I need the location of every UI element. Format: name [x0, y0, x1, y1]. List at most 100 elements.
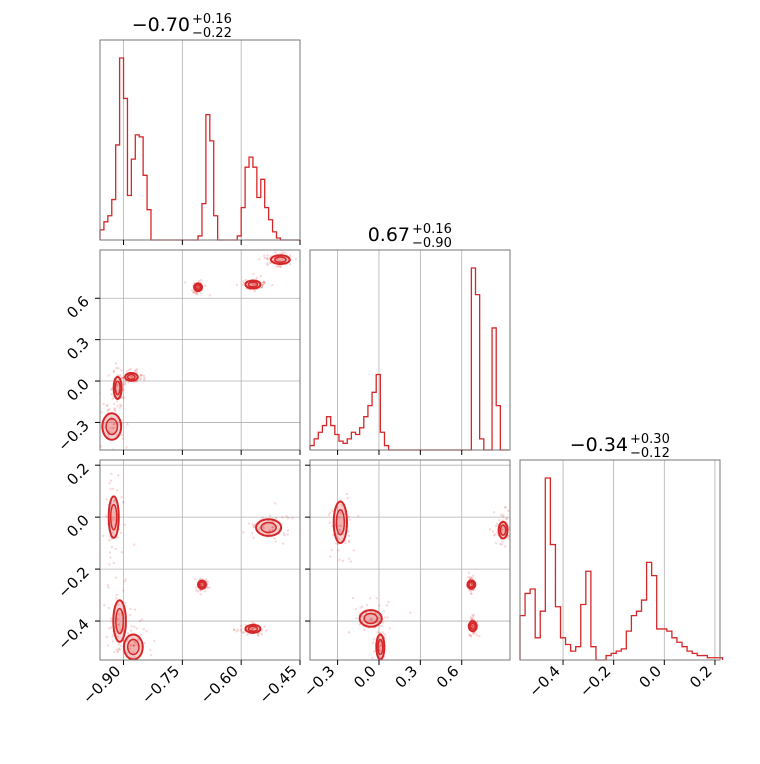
scatter-point: [127, 381, 130, 384]
scatter-point: [251, 621, 254, 624]
contour-inner: [335, 509, 346, 536]
scatter-point: [354, 607, 358, 611]
scatter-point: [206, 586, 209, 589]
scatter-point: [492, 511, 496, 514]
scatter-point: [379, 644, 382, 648]
scatter-point: [107, 408, 110, 412]
scatter-point: [263, 282, 266, 285]
scatter-point: [241, 283, 245, 286]
scatter-point: [129, 629, 133, 632]
scatter-point: [260, 629, 264, 632]
scatter-point: [131, 375, 135, 378]
scatter-point: [344, 541, 347, 545]
cluster: [103, 578, 141, 654]
scatter-point: [123, 523, 126, 526]
scatter-point: [193, 577, 197, 581]
histogram-step: [309, 267, 509, 451]
scatter-point: [154, 662, 156, 664]
scatter-point: [116, 536, 119, 539]
scatter-point: [252, 626, 255, 630]
scatter-point: [347, 631, 351, 634]
scatter-point: [500, 528, 504, 532]
scatter-point: [491, 530, 495, 533]
scatter-point: [289, 263, 292, 266]
scatter-point: [118, 648, 122, 651]
scatter-point: [338, 524, 341, 528]
scatter-point: [282, 532, 286, 535]
scatter-point: [196, 293, 199, 296]
scatter-point: [134, 641, 137, 644]
scatter-point: [268, 261, 271, 265]
scatter-point: [149, 654, 153, 657]
scatter-point: [283, 533, 286, 537]
title-param-0-upper: +0.16: [192, 12, 232, 27]
scatter-point: [499, 542, 502, 546]
p1-marginal: [309, 249, 511, 455]
scatter-point: [142, 374, 146, 378]
scatter-point: [328, 521, 332, 524]
scatter-point: [200, 583, 203, 586]
scatter-point: [117, 613, 121, 616]
scatter-point: [92, 434, 94, 436]
scatter-point: [119, 376, 123, 379]
scatter-point: [114, 547, 118, 551]
scatter-point: [110, 419, 114, 422]
scatter-point: [467, 633, 471, 636]
scatter-point: [130, 669, 132, 671]
scatter-point: [380, 676, 382, 678]
scatter-point: [250, 282, 253, 285]
scatter-point: [271, 526, 274, 529]
scatter-point: [112, 370, 115, 374]
scatter-point: [251, 627, 255, 630]
scatter-point: [123, 383, 127, 386]
scatter-point: [114, 362, 118, 365]
scatter-point: [192, 291, 195, 294]
scatter-point: [128, 375, 132, 379]
scatter-point: [331, 509, 334, 513]
cluster: [106, 362, 126, 415]
scatter-point: [105, 497, 109, 501]
scatter-point: [122, 589, 125, 592]
scatter-point: [375, 612, 378, 615]
title-param-0-lower: −0.22: [192, 26, 232, 41]
scatter-point: [471, 613, 474, 617]
scatter-point: [122, 396, 126, 399]
scatter-point: [193, 290, 196, 294]
scatter-point: [143, 377, 146, 380]
scatter-point: [260, 285, 263, 288]
scatter-point: [275, 265, 278, 268]
scatter-point: [117, 623, 120, 627]
scatter-point: [118, 403, 122, 407]
scatter-point: [121, 396, 124, 399]
scatter-point: [121, 437, 125, 440]
scatter-point: [264, 629, 268, 632]
scatter-point: [507, 537, 510, 540]
scatter-point: [115, 433, 118, 437]
scatter-point: [133, 369, 136, 373]
panel-border: [519, 459, 721, 661]
scatter-point: [469, 635, 473, 638]
x-tick-label: 0.3: [392, 662, 422, 692]
scatter-point: [261, 283, 264, 287]
scatter-point: [149, 648, 152, 652]
scatter-point: [281, 542, 285, 545]
scatter-point: [505, 518, 509, 521]
scatter-point: [502, 513, 505, 517]
cluster: [488, 505, 510, 548]
scatter-point: [102, 403, 105, 406]
scatter-point: [500, 513, 503, 517]
scatter-point: [114, 576, 118, 579]
scatter-point: [507, 534, 510, 538]
scatter-point: [261, 516, 264, 519]
scatter-point: [337, 549, 340, 552]
scatter-point: [135, 380, 138, 384]
y-tick-label: 0.3: [63, 334, 93, 364]
scatter-point: [262, 280, 265, 283]
scatter-point: [117, 623, 121, 626]
contour-inner: [247, 281, 259, 288]
scatter-point: [116, 383, 119, 386]
scatter-point: [277, 265, 280, 268]
scatter-point: [143, 378, 146, 382]
contour-inner: [114, 380, 121, 396]
scatter-point: [196, 286, 200, 289]
